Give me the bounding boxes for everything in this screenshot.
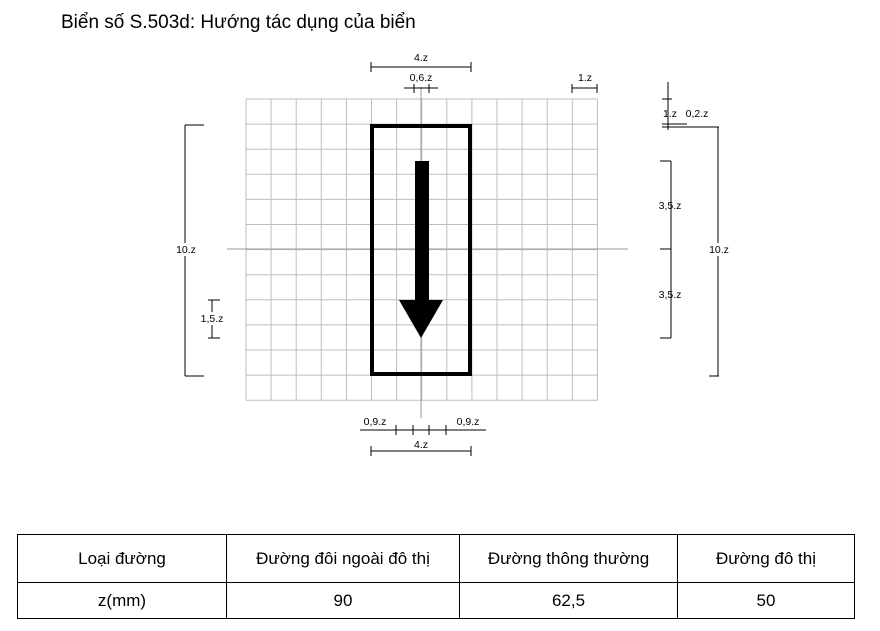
table-header: Loại đường [17, 534, 227, 583]
dim-right-cell-label: 1.z [663, 108, 677, 120]
dim-top-shaft [404, 84, 438, 93]
arrow-shaft [415, 161, 429, 302]
dim-right-border-label: 0,2.z [686, 108, 709, 120]
dim-right-upper-label: 3,5.z [659, 200, 682, 212]
dim-top-width-label: 4.z [414, 52, 428, 64]
dim-right-total-label: 10.z [709, 244, 729, 256]
dim-bottom-width [370, 446, 472, 456]
table-cell: 90 [226, 582, 460, 619]
table-cell: 62,5 [459, 582, 678, 619]
dim-top-cell [571, 84, 598, 93]
dim-top-shaft-label: 0,6.z [410, 72, 433, 84]
sign-title: Biển số S.503d: Hướng tác dụng của biển [61, 12, 416, 33]
sign-diagram: 4.z 0,6.z 1.z 1.z 0,2.z 3,5.z 3,5.z 10 [176, 52, 729, 456]
table-header: Đường đô thị [677, 534, 855, 583]
dim-left-total-label: 10.z [176, 244, 196, 256]
dimension-table: Loại đường Đường đôi ngoài đô thị Đường … [17, 534, 855, 619]
dim-bottom-right-label: 0,9.z [457, 416, 480, 428]
sign-border [370, 124, 472, 376]
table-header: Đường thông thường [459, 534, 678, 583]
dim-top-cell-label: 1.z [578, 72, 592, 84]
dim-right-cell [662, 82, 712, 130]
table-cell: 50 [677, 582, 855, 619]
dim-bottom-left-label: 0,9.z [364, 416, 387, 428]
dim-right-lower-label: 3,5.z [659, 289, 682, 301]
table-header-row: Loại đường Đường đôi ngoài đô thị Đường … [17, 534, 855, 583]
dim-bottom-width-label: 4.z [414, 439, 428, 451]
table-row-label: z(mm) [17, 582, 227, 619]
table-row: z(mm) 90 62,5 50 [17, 582, 855, 619]
dim-left-head-label: 1,5.z [201, 313, 224, 325]
arrow-head [399, 300, 443, 338]
dim-top-width [370, 62, 472, 72]
dim-right-split [660, 160, 672, 339]
dim-bottom-sides [360, 425, 486, 435]
table-header: Đường đôi ngoài đô thị [226, 534, 460, 583]
